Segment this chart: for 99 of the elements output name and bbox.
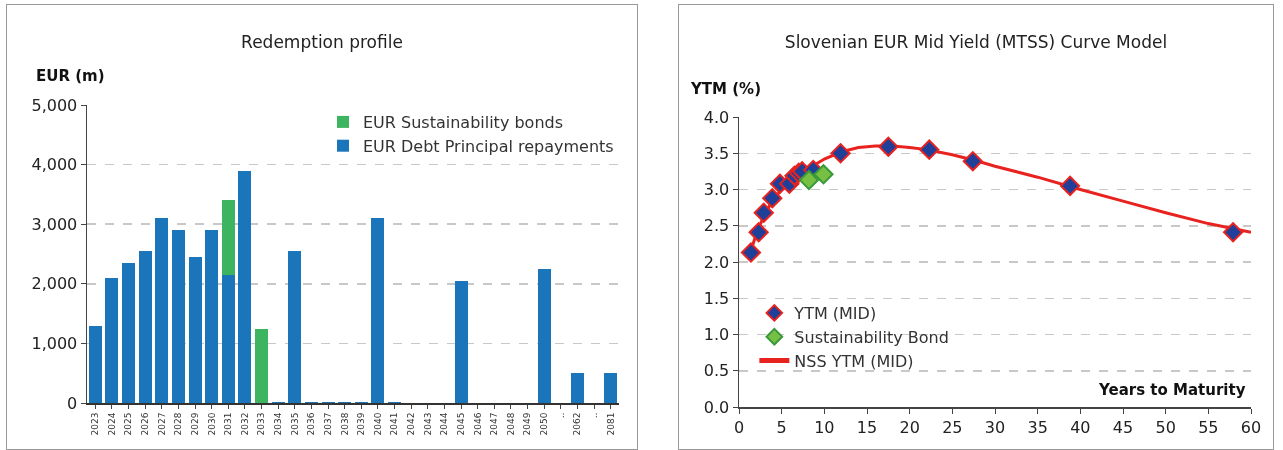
bar [205, 230, 219, 403]
x-tick-label: 2035 [289, 412, 300, 436]
bar [238, 170, 252, 403]
x-tick-label: 2040 [372, 412, 383, 436]
x-tick-label: 2042 [406, 412, 417, 436]
x-tick-label: 25 [942, 417, 963, 437]
x-tick-label: 2062 [572, 412, 583, 436]
x-tick-label: 2038 [339, 412, 350, 436]
x-tick-label: 55 [1198, 417, 1219, 437]
x-tick-label: 2033 [256, 412, 267, 436]
x-tick-label: 30 [984, 417, 1006, 437]
x-tick-label: 2032 [239, 412, 250, 436]
x-tick-label: 2029 [189, 412, 200, 436]
y-tick-label: 1.0 [703, 325, 730, 345]
x-tick-label: 2024 [106, 412, 117, 436]
y-tick-label: 0.0 [703, 397, 730, 417]
x-tick-label: 40 [1070, 417, 1091, 437]
bar [255, 328, 269, 403]
x-tick-label: 0 [733, 417, 745, 437]
x-tick-label: 2036 [306, 412, 317, 436]
x-tick-label: 50 [1155, 417, 1176, 437]
y-axis-title: YTM (%) [690, 80, 761, 98]
point [798, 169, 820, 191]
x-tick-label: 2049 [522, 412, 533, 436]
x-tick-label: 10 [814, 417, 835, 437]
bar [122, 262, 136, 403]
legend-label: NSS YTM (MID) [794, 351, 914, 371]
x-tick-label: 2046 [472, 412, 483, 436]
y-tick-label: 2.0 [703, 252, 730, 272]
legend-label: EUR Debt Principal repayments [363, 136, 614, 156]
bar [221, 200, 235, 275]
legend-label: Sustainability Bond [794, 327, 949, 347]
x-tick-label: 2045 [455, 412, 466, 436]
y-tick-label: 3.5 [703, 143, 730, 163]
point [830, 143, 851, 164]
y-tick-label: 5,000 [31, 95, 78, 115]
chart-title: Redemption profile [241, 31, 403, 52]
x-tick-label: 45 [1112, 417, 1134, 437]
x-tick-label: 2037 [322, 412, 333, 436]
x-tick-label: 2043 [422, 412, 433, 436]
x-tick-label: 2041 [389, 412, 400, 436]
point [748, 222, 769, 243]
bar [604, 373, 618, 403]
point [878, 136, 899, 157]
bar [138, 251, 152, 403]
point [1222, 222, 1244, 243]
x-tick-label: 60 [1240, 417, 1262, 437]
point [962, 151, 983, 172]
bar [570, 373, 584, 403]
bar [454, 280, 468, 403]
x-tick-label: 20 [899, 417, 920, 437]
y-tick-label: 2,000 [31, 274, 78, 294]
bar [105, 277, 119, 403]
point [919, 139, 940, 160]
x-tick-label: 35 [1027, 417, 1048, 437]
point [1059, 175, 1081, 196]
y-tick-label: 0.5 [703, 361, 730, 381]
y-tick-label: 1,000 [31, 334, 78, 353]
bar [537, 268, 551, 403]
x-axis-title: Years to Maturity [1098, 381, 1246, 399]
y-tick-label: 4,000 [31, 155, 78, 175]
y-tick-label: 1.5 [703, 288, 730, 308]
x-tick-label: 2028 [173, 412, 184, 436]
y-tick-label: 3,000 [31, 214, 78, 234]
y-tick-label: 4.0 [703, 107, 730, 127]
x-tick-label: 2031 [223, 412, 234, 436]
point [813, 164, 834, 185]
x-tick-label: .. [555, 412, 566, 419]
x-tick-label: 15 [856, 417, 878, 437]
x-tick-label: 2081 [605, 412, 616, 436]
x-tick-label: 2047 [489, 412, 500, 436]
point [762, 188, 783, 209]
bar [371, 218, 385, 403]
point [740, 242, 762, 263]
bar [288, 251, 302, 403]
x-tick-label: 2027 [156, 412, 167, 436]
point [753, 202, 774, 223]
y-axis-title: EUR (m) [36, 67, 105, 85]
x-tick-label: 2023 [90, 412, 101, 436]
x-tick-label: 2034 [273, 412, 284, 436]
y-tick-label: 3.0 [703, 180, 730, 200]
y-tick-label: 2.5 [703, 216, 730, 236]
x-tick-label: 2030 [206, 412, 217, 436]
x-tick-label: 2025 [123, 412, 134, 436]
legend-label: EUR Sustainability bonds [363, 113, 564, 133]
bar [88, 325, 102, 403]
x-tick-label: 2026 [140, 412, 151, 436]
x-tick-label: 5 [776, 417, 787, 437]
x-tick-label: 2048 [505, 412, 516, 436]
chart-title: Slovenian EUR Mid Yield (MTSS) Curve Model [784, 31, 1168, 52]
x-tick-label: 2050 [539, 412, 550, 436]
x-tick-label: 2044 [439, 412, 450, 436]
bar [155, 218, 169, 403]
x-tick-label: .. [588, 412, 599, 419]
x-tick-label: 2039 [356, 412, 367, 436]
bar [188, 256, 202, 403]
legend-label: YTM (MID) [793, 304, 877, 324]
bar [221, 274, 235, 403]
bar [171, 230, 185, 403]
